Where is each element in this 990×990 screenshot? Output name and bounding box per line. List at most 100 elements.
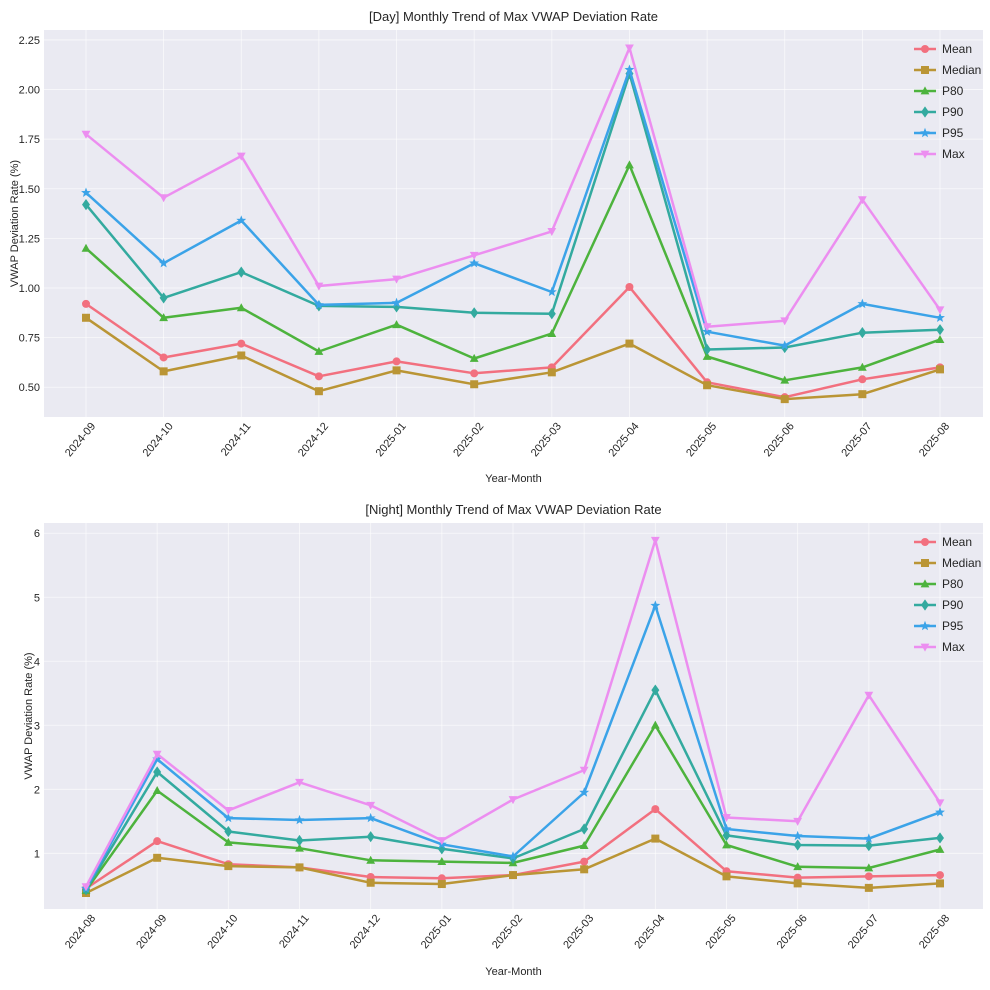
data-point — [159, 313, 169, 322]
day-chart: 0.50 0.75 1.00 1.25 1.50 1.75 2.00 2.25 2024-09 2… — [9, 9, 983, 485]
legend-marker — [921, 106, 929, 118]
data-point — [392, 301, 401, 313]
legend-marker — [921, 66, 929, 74]
x-tick-label: 2024-10 — [141, 421, 176, 460]
data-point — [935, 306, 945, 315]
data-point — [703, 343, 712, 356]
data-point — [546, 286, 557, 297]
data-point — [864, 883, 873, 892]
legend-marker — [921, 599, 929, 611]
data-point — [152, 785, 162, 794]
y-tick-label: 1.75 — [19, 134, 40, 146]
x-tick-label: 2024-09 — [134, 913, 169, 952]
data-point — [625, 160, 634, 169]
data-point — [152, 754, 163, 764]
legend-item: P95 — [914, 619, 964, 633]
data-point — [547, 368, 556, 377]
data-point — [224, 825, 233, 838]
data-point — [793, 817, 803, 826]
series-max — [81, 44, 945, 332]
series-line — [85, 72, 941, 351]
data-point — [469, 353, 479, 362]
data-point — [580, 857, 589, 866]
legend-marker — [920, 643, 930, 652]
data-point — [314, 346, 324, 355]
x-tick-label: 2025-07 — [846, 913, 881, 952]
data-point — [81, 187, 91, 197]
data-point — [153, 837, 162, 846]
data-point — [703, 381, 712, 390]
data-point — [625, 44, 634, 53]
data-point — [936, 324, 944, 336]
y-tick-label: 0.50 — [19, 382, 40, 394]
data-point — [294, 814, 305, 825]
data-point — [314, 282, 324, 291]
data-point — [625, 339, 634, 348]
legend-item: Median — [914, 556, 981, 570]
x-tick-label: 2025-07 — [839, 421, 874, 460]
data-point — [470, 380, 479, 389]
data-point — [392, 275, 401, 284]
data-point — [158, 257, 169, 268]
series-max — [81, 536, 945, 892]
data-point — [936, 365, 944, 374]
legend-item: Max — [914, 640, 965, 654]
y-tick-label: 1 — [34, 848, 40, 860]
legend-marker — [920, 127, 930, 138]
data-point — [224, 862, 233, 871]
x-axis-label: Year-Month — [485, 473, 541, 485]
data-point — [936, 871, 944, 880]
data-point — [935, 807, 945, 817]
y-tick-label: 4 — [34, 656, 40, 668]
x-tick-label: 2025-02 — [490, 913, 525, 952]
legend: Mean Median P80 P90 P95 Max — [914, 535, 981, 654]
x-tick-label: 2024-12 — [348, 913, 383, 952]
data-point — [236, 303, 246, 312]
data-point — [470, 369, 479, 378]
data-point — [392, 357, 401, 366]
legend-marker — [921, 559, 929, 567]
data-point — [864, 840, 873, 852]
data-point — [469, 257, 480, 268]
data-point — [237, 266, 246, 278]
legend-label: P90 — [942, 105, 964, 119]
data-point — [547, 228, 557, 237]
data-point — [580, 865, 589, 874]
data-point — [936, 879, 944, 888]
x-tick-label: 2024-09 — [63, 421, 98, 460]
data-point — [864, 872, 873, 881]
y-tick-label: 3 — [34, 720, 40, 732]
series-line — [85, 68, 941, 347]
legend-label: P80 — [942, 577, 964, 591]
data-point — [365, 812, 376, 823]
data-point — [547, 308, 556, 320]
data-point — [159, 367, 168, 376]
legend-label: Mean — [942, 42, 972, 56]
data-point — [392, 320, 401, 329]
data-point — [702, 323, 712, 332]
x-tick-label: 2025-06 — [762, 421, 797, 460]
data-point — [857, 362, 867, 371]
data-point — [82, 199, 90, 211]
y-tick-label: 1.25 — [19, 233, 40, 245]
legend-marker — [920, 579, 930, 588]
data-point — [295, 863, 304, 872]
data-point — [650, 720, 660, 729]
data-point — [469, 251, 479, 260]
data-point — [152, 750, 162, 759]
data-point — [153, 853, 162, 862]
data-point — [547, 329, 557, 338]
y-axis-label: VWAP Deviation Rate (%) — [9, 160, 21, 287]
data-point — [624, 64, 635, 74]
series-line — [85, 163, 941, 382]
data-point — [722, 840, 731, 849]
data-point — [81, 130, 91, 139]
night-chart: 1 2 3 4 5 6 2024-08 2024-09 2024-10 2024-11 2024-1… — [23, 502, 983, 978]
plot-area — [44, 30, 983, 417]
y-tick-label: 2.00 — [19, 85, 40, 97]
legend-label: P90 — [942, 598, 964, 612]
data-point — [858, 327, 867, 339]
legend-label: P95 — [942, 619, 964, 633]
y-axis-label: VWAP Deviation Rate (%) — [23, 652, 35, 779]
